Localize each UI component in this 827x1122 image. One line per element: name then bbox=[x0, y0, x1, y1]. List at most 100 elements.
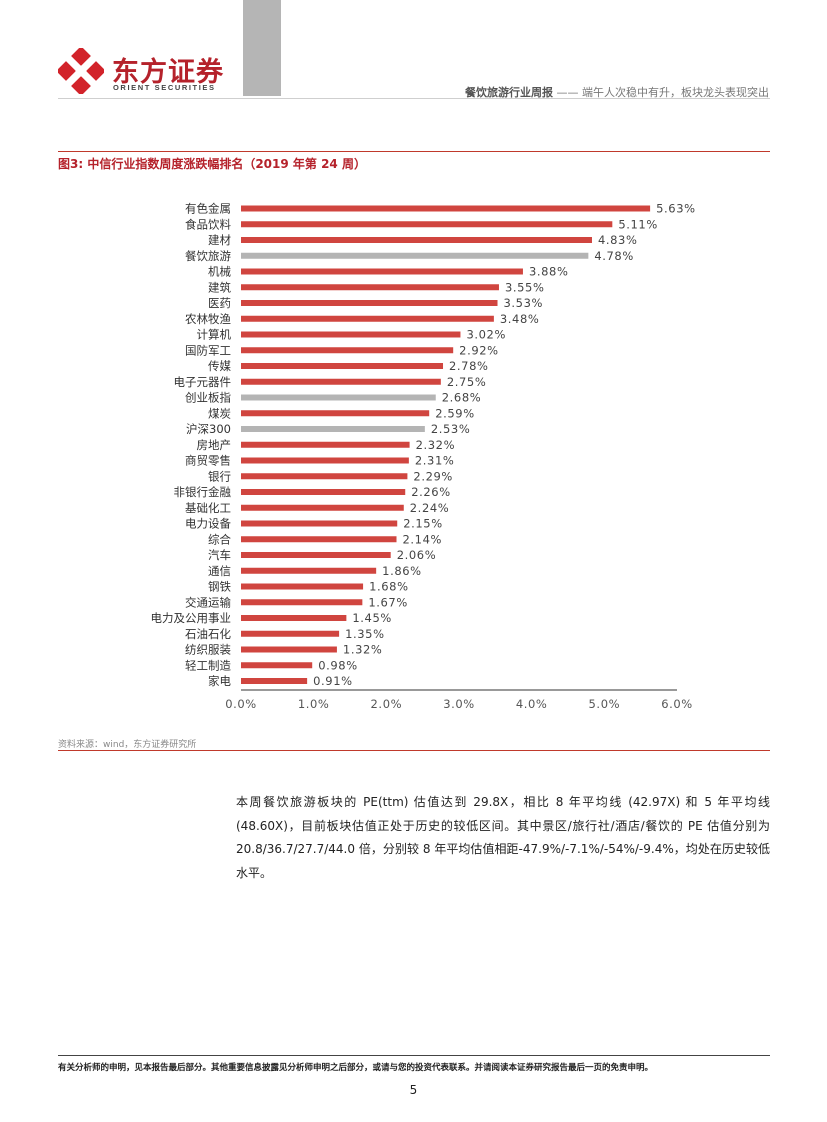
page-number: 5 bbox=[409, 1083, 418, 1097]
category-label: 综合 bbox=[208, 532, 231, 546]
category-label: 电力设备 bbox=[185, 517, 231, 531]
data-label: 2.14% bbox=[403, 532, 443, 546]
bar bbox=[241, 646, 337, 653]
data-label: 2.15% bbox=[403, 517, 443, 531]
bar bbox=[241, 678, 308, 684]
category-label: 创业板指 bbox=[185, 391, 231, 405]
category-label: 有色金属 bbox=[185, 202, 231, 216]
industry-ranking-chart: 有色金属 5.63% 食品饮料 5.11% 建材 4.83% 餐饮旅游 4.78% 机械 3.88… bbox=[151, 202, 696, 712]
data-label: 2.53% bbox=[431, 422, 471, 436]
figure-title: 图3: 中信行业指数周度涨跌幅排名（2019 年第 24 周） bbox=[58, 157, 366, 171]
header-divider bbox=[58, 98, 770, 99]
category-label: 基础化工 bbox=[185, 501, 231, 515]
x-tick-label: 6.0% bbox=[661, 697, 693, 711]
report-title: 餐饮旅游行业周报 bbox=[465, 86, 553, 99]
category-label: 食品饮料 bbox=[185, 217, 231, 231]
data-label: 2.78% bbox=[449, 359, 489, 373]
bar bbox=[241, 489, 406, 495]
report-header: 餐饮旅游行业周报 —— 端午人次稳中有升，板块龙头表现突出 bbox=[465, 84, 769, 100]
data-label: 1.86% bbox=[382, 564, 422, 578]
header-gray-tab bbox=[243, 0, 281, 96]
category-label: 银行 bbox=[208, 469, 231, 483]
x-tick-label: 3.0% bbox=[443, 697, 475, 711]
bar bbox=[241, 205, 651, 212]
data-label: 1.67% bbox=[368, 595, 408, 609]
data-label: 0.91% bbox=[313, 674, 353, 688]
bar bbox=[241, 363, 444, 369]
figure-bottom-rule bbox=[58, 750, 770, 751]
category-label: 煤炭 bbox=[208, 406, 231, 420]
category-label: 电力及公用事业 bbox=[151, 611, 232, 625]
bar bbox=[241, 473, 408, 480]
data-label: 3.55% bbox=[505, 280, 545, 294]
x-tick-label: 0.0% bbox=[225, 697, 257, 711]
figure-source: 资料来源：wind，东方证券研究所 bbox=[58, 740, 197, 750]
data-label: 1.45% bbox=[352, 611, 392, 625]
bar bbox=[241, 426, 425, 432]
x-tick-label: 5.0% bbox=[589, 697, 621, 711]
category-label: 建材 bbox=[208, 233, 231, 247]
bar bbox=[241, 268, 523, 275]
data-label: 2.06% bbox=[397, 548, 437, 562]
disclaimer-rule bbox=[58, 1055, 770, 1056]
bar bbox=[241, 347, 454, 354]
data-label: 3.53% bbox=[504, 296, 544, 310]
bar bbox=[241, 252, 589, 259]
bar bbox=[241, 331, 461, 338]
data-label: 4.78% bbox=[594, 249, 634, 263]
bar bbox=[241, 630, 340, 637]
data-label: 2.32% bbox=[416, 438, 456, 452]
x-tick-label: 1.0% bbox=[298, 697, 330, 711]
data-label: 2.92% bbox=[459, 343, 499, 357]
bar bbox=[241, 536, 397, 543]
figure-top-rule bbox=[58, 151, 770, 152]
bar bbox=[241, 457, 409, 464]
data-label: 1.35% bbox=[345, 627, 385, 641]
category-label: 钢铁 bbox=[208, 580, 231, 594]
bar bbox=[241, 441, 410, 448]
x-tick-label: 4.0% bbox=[516, 697, 548, 711]
category-label: 计算机 bbox=[197, 328, 232, 342]
body-paragraph: 本周餐饮旅游板块的 PE(ttm) 估值达到 29.8X，相比 8 年平均线 (… bbox=[236, 795, 770, 880]
category-label: 非银行金融 bbox=[174, 485, 232, 499]
bar bbox=[241, 520, 398, 527]
category-label: 电子元器件 bbox=[174, 375, 232, 389]
logo-en: ORIENT SECURITIES bbox=[113, 83, 216, 92]
logo-cn: 东方证券 bbox=[112, 57, 224, 88]
category-label: 国防军工 bbox=[185, 343, 231, 357]
company-logo-icon bbox=[58, 48, 104, 94]
category-label: 纺织服装 bbox=[185, 643, 231, 657]
category-label: 机械 bbox=[208, 265, 231, 279]
data-label: 1.32% bbox=[343, 643, 383, 657]
header-separator: —— bbox=[556, 86, 579, 99]
data-label: 5.11% bbox=[618, 217, 658, 231]
category-label: 农林牧渔 bbox=[185, 312, 231, 326]
data-label: 4.83% bbox=[598, 233, 638, 247]
category-label: 建筑 bbox=[208, 280, 231, 294]
category-label: 通信 bbox=[208, 564, 231, 578]
category-label: 医药 bbox=[208, 296, 231, 310]
bar bbox=[241, 315, 494, 322]
data-label: 3.48% bbox=[500, 312, 540, 326]
category-label: 餐饮旅游 bbox=[185, 249, 231, 263]
data-label: 1.68% bbox=[369, 580, 409, 594]
bar bbox=[241, 567, 377, 574]
data-label: 2.68% bbox=[442, 391, 482, 405]
data-label: 2.29% bbox=[413, 469, 453, 483]
category-label: 传媒 bbox=[208, 359, 231, 373]
bar bbox=[241, 583, 364, 590]
category-label: 商贸零售 bbox=[185, 454, 231, 468]
bar bbox=[241, 662, 313, 669]
report-subtitle: 端午人次稳中有升，板块龙头表现突出 bbox=[582, 86, 769, 99]
category-label: 房地产 bbox=[197, 438, 232, 452]
data-label: 3.02% bbox=[466, 328, 506, 342]
category-label: 石油石化 bbox=[185, 627, 231, 641]
category-label: 汽车 bbox=[208, 548, 231, 562]
data-label: 2.26% bbox=[411, 485, 451, 499]
bar bbox=[241, 552, 391, 558]
category-label: 交通运输 bbox=[185, 595, 231, 609]
bar bbox=[241, 599, 363, 606]
bar bbox=[241, 504, 404, 511]
data-label: 2.31% bbox=[415, 454, 455, 468]
bar bbox=[241, 300, 498, 306]
